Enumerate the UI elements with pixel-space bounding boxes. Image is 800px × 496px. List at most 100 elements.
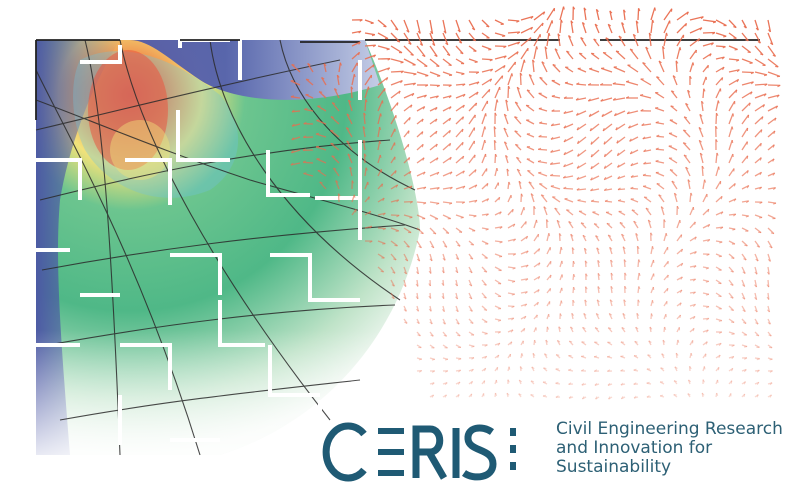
vector-arrow-head <box>637 245 640 250</box>
vector-arrow <box>702 53 712 60</box>
vector-arrow-head <box>743 393 746 398</box>
vector-arrow <box>607 234 613 242</box>
vector-arrow <box>623 299 626 307</box>
vector-arrow <box>741 279 746 287</box>
vector-arrow-head <box>577 153 580 157</box>
vector-arrow <box>689 265 697 268</box>
vector-arrow <box>700 101 704 112</box>
vector-arrow-head <box>323 63 327 67</box>
vector-arrow <box>603 136 613 145</box>
vector-arrow <box>416 71 429 77</box>
vector-arrow <box>468 19 476 31</box>
vector-arrow <box>347 153 353 164</box>
vector-arrow <box>754 93 767 99</box>
vector-arrow <box>563 123 574 129</box>
vector-arrow-head <box>524 303 528 307</box>
vector-arrow-head <box>421 131 424 135</box>
vector-arrow-head <box>568 368 572 371</box>
vector-arrow <box>702 193 708 203</box>
vector-arrow <box>429 58 440 67</box>
vector-arrow <box>608 396 613 400</box>
vector-arrow-head <box>629 48 634 51</box>
vector-arrow-head <box>475 71 480 75</box>
vector-arrow-head <box>600 98 604 102</box>
vector-arrow-head <box>538 248 541 252</box>
vector-arrow-head <box>743 369 747 373</box>
vector-arrow <box>514 143 522 151</box>
vector-arrow <box>455 71 465 75</box>
vector-arrow-head <box>387 67 391 71</box>
vector-arrow-head <box>701 392 705 396</box>
vector-arrow-head <box>756 394 759 398</box>
vector-arrow <box>689 16 704 21</box>
vector-arrow <box>416 305 420 312</box>
vector-arrow <box>543 353 548 359</box>
vector-arrow <box>429 394 434 398</box>
vector-arrow <box>533 46 538 60</box>
vector-arrow-head <box>720 196 723 200</box>
vector-arrow-head <box>651 246 654 250</box>
vector-arrow-head <box>742 284 746 287</box>
vector-arrow <box>572 274 575 281</box>
vector-arrow <box>630 198 639 203</box>
vector-arrow-head <box>597 286 601 290</box>
vector-arrow <box>403 292 407 300</box>
vector-arrow <box>637 259 640 268</box>
vector-arrow <box>767 266 770 275</box>
vector-arrow <box>576 175 587 181</box>
vector-arrow-head <box>556 354 560 356</box>
vector-arrow <box>754 318 759 325</box>
vector-arrow-head <box>512 223 516 227</box>
vector-arrow-head <box>460 216 464 219</box>
vector-arrow-head <box>457 29 461 33</box>
vector-arrow-head <box>707 239 711 243</box>
vector-arrow <box>481 240 489 245</box>
vector-arrow-head <box>733 213 737 217</box>
vector-arrow-head <box>442 321 446 325</box>
vector-arrow-head <box>508 181 511 185</box>
vector-arrow <box>568 35 574 47</box>
vector-arrow-head <box>469 296 473 300</box>
vector-arrow-head <box>462 170 465 174</box>
vector-arrow <box>390 170 397 177</box>
vector-arrow-head <box>675 352 679 356</box>
vector-arrow <box>416 357 422 360</box>
vector-arrow-head <box>706 253 710 256</box>
vector-arrow-head <box>692 62 695 66</box>
vector-arrow-head <box>642 173 647 176</box>
vector-arrow <box>468 393 473 398</box>
vector-arrow <box>633 355 639 359</box>
vector-arrow <box>503 113 509 125</box>
vector-arrow <box>494 99 498 112</box>
vector-arrow-head <box>629 138 632 142</box>
vector-arrow <box>468 91 479 99</box>
vector-arrow-head <box>474 61 478 64</box>
vector-arrow <box>468 81 480 86</box>
vector-arrow <box>575 97 587 101</box>
vector-arrow <box>658 194 665 203</box>
vector-arrow-head <box>449 171 453 175</box>
vector-arrow <box>317 105 327 112</box>
vector-arrow-head <box>671 180 675 183</box>
vector-arrow <box>531 366 535 372</box>
vector-arrow-head <box>530 26 534 31</box>
vector-arrow <box>481 367 487 372</box>
vector-arrow-head <box>759 186 762 190</box>
vector-arrow-head <box>617 187 621 191</box>
vector-arrow <box>494 292 502 298</box>
vector-arrow <box>542 395 548 398</box>
vector-arrow-head <box>469 257 474 260</box>
vector-arrow-head <box>563 138 567 143</box>
vector-arrow-head <box>562 175 566 179</box>
vector-arrow-head <box>623 299 627 303</box>
vector-arrow <box>442 344 448 349</box>
vector-arrow <box>429 187 440 190</box>
vector-arrow-head <box>548 233 551 237</box>
vector-arrow <box>682 129 691 138</box>
vector-arrow-head <box>448 130 451 134</box>
vector-arrow <box>689 192 692 203</box>
vector-arrow-head <box>766 271 770 275</box>
vector-arrow <box>668 157 678 164</box>
vector-arrow <box>671 180 678 190</box>
vector-arrow <box>494 318 502 321</box>
